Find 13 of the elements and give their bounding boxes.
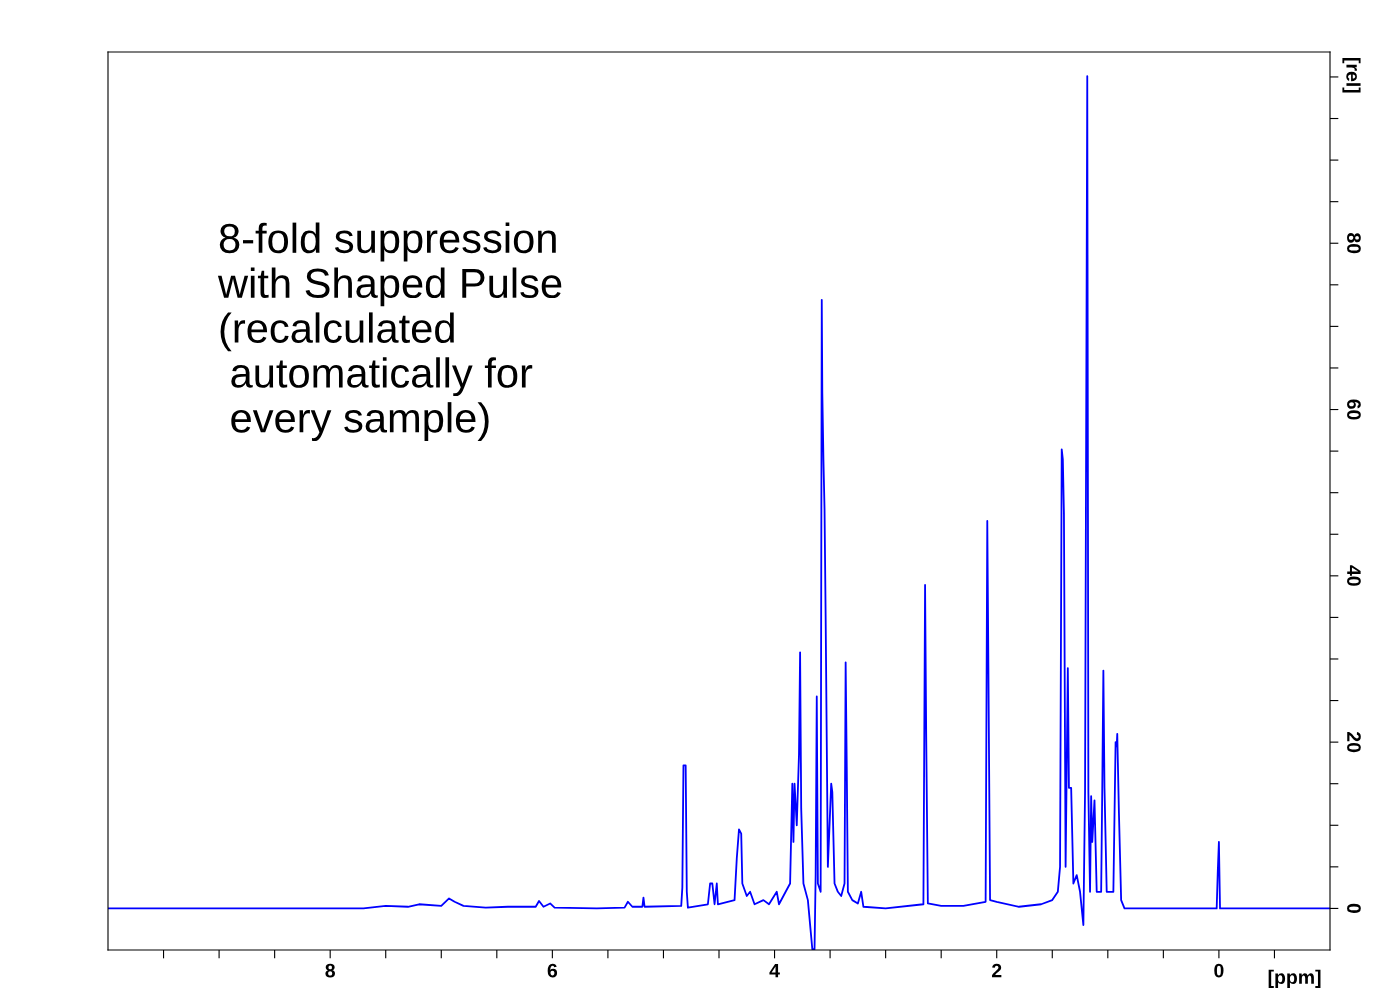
x-tick-label: 6 xyxy=(547,963,558,978)
x-tick-label: 2 xyxy=(992,963,1002,978)
x-tick-label: 8 xyxy=(325,963,335,978)
x-tick-label: 4 xyxy=(769,963,780,978)
y-tick-label: 60 xyxy=(1347,399,1361,420)
x-tick-label: 0 xyxy=(1214,963,1224,978)
y-tick-label: 0 xyxy=(1347,903,1361,914)
y-tick-label: 80 xyxy=(1347,233,1361,254)
y-axis-title: [rel] xyxy=(1342,58,1361,93)
annotation: 8-fold suppression with Shaped Pulse (recalculated automatically for every sample) xyxy=(217,222,562,441)
y-tick-label: 20 xyxy=(1347,731,1361,753)
x-axis-title: [ppm] xyxy=(1268,969,1321,988)
y-tick-label: 40 xyxy=(1347,565,1361,586)
